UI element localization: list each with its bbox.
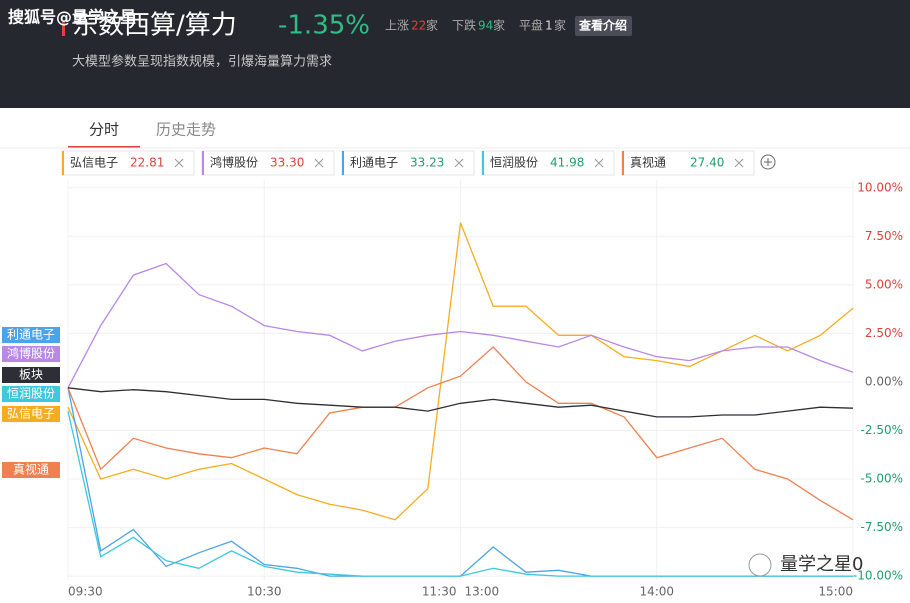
- legend-tag: [2, 346, 60, 362]
- chip-close[interactable]: [174, 158, 184, 168]
- chip-price: 22.81: [130, 156, 164, 170]
- change: -1.35%: [278, 11, 370, 41]
- y-tick-label: -2.50%: [861, 423, 903, 437]
- unit: 家: [426, 18, 438, 33]
- chip-price: 33.30: [270, 156, 304, 170]
- chip-name: 弘信电子: [70, 156, 118, 170]
- stock-chip[interactable]: [341, 150, 475, 176]
- legend-label: 鸿博股份: [7, 346, 55, 361]
- legend-label: 真视通: [13, 462, 49, 477]
- header-bg: [0, 0, 910, 108]
- chip-price: 41.98: [550, 156, 584, 170]
- chip-close[interactable]: [594, 158, 604, 168]
- x-tick-label: 10:30: [247, 585, 282, 599]
- up-label: 上涨: [385, 18, 409, 33]
- series-line: [67, 262, 854, 389]
- series-line: [67, 387, 854, 418]
- tab[interactable]: 历史走势: [156, 121, 216, 139]
- legend-tag: [2, 462, 60, 478]
- legend-tag: [2, 386, 60, 402]
- x-tick-label: 09:30: [68, 585, 103, 599]
- up-count: 22: [411, 19, 426, 33]
- down-count: 94: [478, 19, 493, 33]
- y-tick-label: -7.50%: [861, 520, 903, 534]
- legend-label: 弘信电子: [7, 407, 55, 421]
- unit: 家: [493, 18, 505, 33]
- chip-close[interactable]: [314, 158, 324, 168]
- legend-tag: [2, 327, 60, 343]
- x-tick-label: 14:00: [639, 585, 674, 599]
- legend-tag: [2, 406, 60, 422]
- intro-button-label[interactable]: 查看介绍: [578, 18, 627, 33]
- tab[interactable]: 分时: [89, 121, 119, 139]
- y-tick-label: 2.50%: [865, 326, 903, 340]
- y-tick-label: 10.00%: [857, 180, 903, 194]
- y-tick-label: 7.50%: [865, 229, 903, 243]
- unit: 家: [554, 18, 566, 33]
- intro-button[interactable]: [575, 16, 632, 36]
- chip-price: 33.23: [410, 156, 444, 170]
- legend-tag: [2, 367, 60, 383]
- add-icon: [764, 158, 772, 166]
- y-tick-label: 5.00%: [865, 277, 903, 291]
- series-line: [67, 410, 853, 577]
- tab-underline: [68, 146, 140, 148]
- stock-chip[interactable]: [61, 150, 195, 176]
- flat-label: 平盘: [519, 18, 543, 33]
- chip-price: 27.40: [690, 156, 724, 170]
- chip-name: 真视通: [630, 155, 666, 170]
- stock-chip[interactable]: [481, 150, 615, 176]
- watermark: 量学之星0: [780, 554, 863, 575]
- chip-color: [342, 151, 344, 175]
- chip-color: [202, 151, 204, 175]
- add-button[interactable]: [760, 154, 776, 170]
- x-tick-label: 15:00: [818, 585, 853, 599]
- subtitle: 大模型参数呈现指数规模，引爆海量算力需求: [72, 54, 332, 70]
- stock-chip[interactable]: [201, 150, 335, 176]
- legend-label: 板块: [19, 368, 43, 382]
- chip-name: 恒润股份: [490, 156, 538, 170]
- chip-name: 鸿博股份: [210, 155, 258, 170]
- series-line: [67, 346, 854, 521]
- watermark: 搜狐号@量学之星: [8, 8, 136, 27]
- y-tick-label: -5.00%: [861, 472, 903, 486]
- legend-label: 恒润股份: [7, 387, 55, 401]
- x-tick-label: 13:00: [465, 585, 500, 599]
- chip-close[interactable]: [454, 158, 464, 168]
- y-tick-label: 0.00%: [865, 374, 903, 388]
- title: 东数西算/算力: [72, 11, 237, 41]
- chip-color: [482, 151, 484, 175]
- chip-close[interactable]: [734, 158, 744, 168]
- title-marker: [62, 22, 65, 36]
- down-label: 下跌: [452, 18, 476, 33]
- flat-count: 1: [545, 19, 553, 33]
- legend-label: 利通电子: [7, 328, 55, 342]
- y-tick-label: -10.00%: [853, 569, 903, 583]
- chip-color: [62, 151, 64, 175]
- chip-color: [622, 151, 624, 175]
- watermark-icon: [748, 553, 772, 577]
- chip-name: 利通电子: [350, 156, 398, 170]
- x-tick-label: 11:30: [422, 585, 457, 599]
